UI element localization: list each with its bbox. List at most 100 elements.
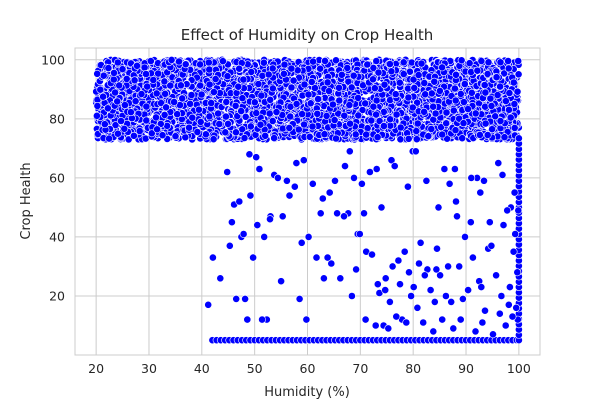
y-tick-label: 60 [49, 170, 65, 185]
data-point [336, 274, 345, 283]
data-point [130, 76, 139, 85]
data-point [403, 182, 412, 191]
data-point [373, 280, 382, 289]
data-point [387, 156, 396, 165]
data-point [235, 197, 244, 206]
data-point [450, 84, 459, 93]
data-point [266, 215, 274, 224]
data-point [504, 300, 513, 309]
data-point [429, 327, 438, 336]
data-point [477, 57, 486, 65]
data-point [475, 130, 484, 139]
data-point [492, 73, 501, 82]
data-point [453, 212, 461, 221]
data-point [430, 77, 439, 86]
x-tick-label: 20 [88, 361, 104, 376]
data-point [460, 80, 469, 88]
data-point [456, 315, 465, 324]
data-point [430, 297, 439, 306]
data-point [152, 89, 161, 98]
data-point [201, 130, 210, 139]
data-point [381, 274, 390, 283]
data-point [289, 76, 298, 85]
data-point [170, 98, 178, 106]
data-point [465, 59, 474, 68]
data-point [157, 99, 165, 107]
data-point [501, 321, 510, 330]
data-point [372, 165, 381, 173]
data-point [375, 117, 384, 125]
data-point [261, 131, 270, 140]
data-point [232, 128, 240, 137]
data-point [452, 70, 460, 79]
data-point [245, 150, 254, 159]
data-point [222, 98, 231, 106]
data-point [232, 294, 241, 303]
data-point [294, 125, 303, 134]
data-point [146, 57, 155, 65]
data-point [486, 94, 495, 103]
data-point [444, 262, 452, 271]
data-point [239, 230, 248, 238]
data-point [258, 71, 267, 80]
data-point [193, 128, 202, 136]
data-point [278, 124, 287, 133]
data-point [443, 134, 451, 143]
data-point [483, 70, 492, 78]
data-point [335, 83, 343, 92]
data-point [363, 60, 372, 69]
data-point [323, 78, 332, 87]
data-point [385, 60, 394, 68]
data-point [188, 113, 197, 122]
data-point [341, 162, 349, 170]
data-point [250, 98, 259, 107]
data-point [196, 81, 205, 90]
x-axis-ticks: 20 30 40 50 60 70 80 90 100 [88, 361, 531, 376]
data-point [505, 89, 514, 97]
data-point [409, 75, 418, 84]
data-point [412, 127, 421, 136]
data-point [452, 197, 460, 206]
data-point [381, 286, 390, 294]
data-point [488, 125, 496, 134]
data-point [286, 112, 295, 121]
data-point [471, 109, 480, 118]
data-point [257, 91, 266, 100]
data-point [249, 253, 257, 262]
y-tick-label: 80 [49, 111, 65, 126]
data-point [431, 109, 440, 118]
data-point [305, 132, 314, 141]
data-point [449, 106, 458, 115]
data-point [181, 133, 190, 142]
data-point [292, 159, 301, 167]
data-point [424, 132, 433, 141]
data-point [374, 68, 383, 77]
data-point [331, 176, 339, 185]
data-point [496, 58, 505, 67]
data-point [480, 81, 489, 89]
data-point [143, 82, 152, 91]
data-point [225, 241, 234, 250]
data-point [427, 89, 436, 98]
data-point [455, 262, 464, 271]
data-point [450, 165, 459, 173]
data-point [485, 218, 494, 227]
data-point [380, 80, 389, 89]
data-point [345, 101, 354, 109]
data-point [370, 84, 379, 93]
data-point [252, 109, 261, 117]
data-point [121, 101, 129, 109]
data-point [166, 81, 175, 90]
data-point [113, 58, 122, 67]
data-point [223, 72, 232, 81]
data-point [325, 188, 334, 197]
data-point [409, 283, 418, 291]
data-point [207, 99, 216, 107]
data-point [335, 96, 344, 105]
data-point [354, 111, 363, 120]
data-point [509, 247, 518, 256]
x-tick-label: 30 [141, 361, 157, 376]
data-point [498, 170, 507, 179]
data-point [415, 259, 423, 268]
